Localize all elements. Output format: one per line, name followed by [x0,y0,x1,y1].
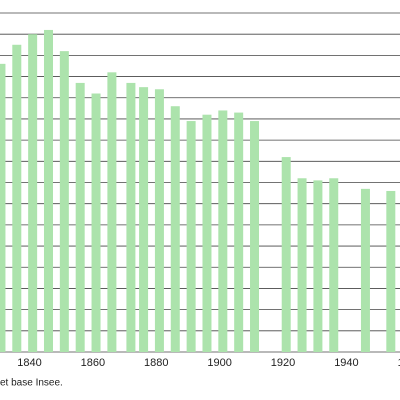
bar [43,29,53,352]
bar [59,51,69,352]
bar [0,63,6,352]
x-tick-label: 1940 [334,357,358,369]
bar [126,82,136,352]
bar [28,34,38,352]
x-tick-label: 1900 [207,357,231,369]
x-tick-label: 1960 [398,357,400,369]
bar [250,121,260,353]
bar [170,106,180,352]
bar [107,72,117,352]
bar [202,114,212,352]
bar [329,178,339,352]
bar [75,82,85,352]
bar [186,121,196,353]
x-tick-label: 1840 [17,357,41,369]
bar [297,178,307,352]
bar [12,44,22,352]
bar [91,93,101,352]
x-tick-label: 1860 [81,357,105,369]
bar [218,110,228,353]
bar [386,190,396,352]
source-note: et base Insee. [0,378,63,389]
x-tick-label: 1920 [271,357,295,369]
bar [281,157,291,352]
bar [360,188,370,352]
bar [139,87,149,352]
bar [234,112,244,352]
bar [313,180,323,352]
x-tick-label: 1880 [144,357,168,369]
bar [154,89,164,353]
